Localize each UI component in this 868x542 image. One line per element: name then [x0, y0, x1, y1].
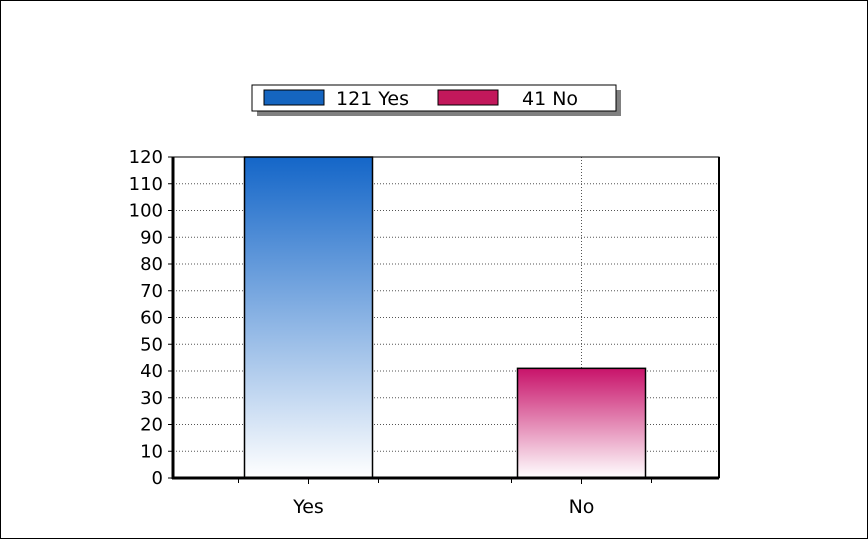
legend-swatch-no — [437, 89, 499, 106]
legend-label-no: 41 No — [522, 88, 578, 110]
y-tick-label: 50 — [140, 334, 163, 355]
bar-no — [516, 367, 647, 479]
x-tick-label-no: No — [569, 496, 595, 518]
y-tick-label: 90 — [140, 227, 163, 248]
y-tick-label: 30 — [140, 388, 163, 409]
y-tick-label: 60 — [140, 308, 163, 329]
bar-yes — [243, 156, 374, 479]
y-tick-label: 40 — [140, 361, 163, 382]
y-tick-label: 70 — [140, 281, 163, 302]
legend-label-yes: 121 Yes — [336, 88, 409, 110]
y-tick-label: 10 — [140, 441, 163, 462]
y-tick-label: 20 — [140, 415, 163, 436]
y-tick-label: 0 — [152, 468, 163, 489]
legend-swatch-yes — [263, 89, 325, 106]
y-tick-label: 110 — [129, 174, 163, 195]
x-axis-ticks: Yes No — [238, 478, 652, 518]
x-tick-label-yes: Yes — [292, 496, 324, 518]
y-tick-label: 100 — [129, 201, 163, 222]
y-tick-label: 120 — [129, 147, 163, 168]
legend: 121 Yes 41 No — [251, 84, 621, 116]
bars — [243, 156, 647, 479]
y-tick-label: 80 — [140, 254, 163, 275]
y-axis-ticks: 0 10 20 30 40 50 60 70 80 90 100 110 120 — [129, 147, 173, 489]
